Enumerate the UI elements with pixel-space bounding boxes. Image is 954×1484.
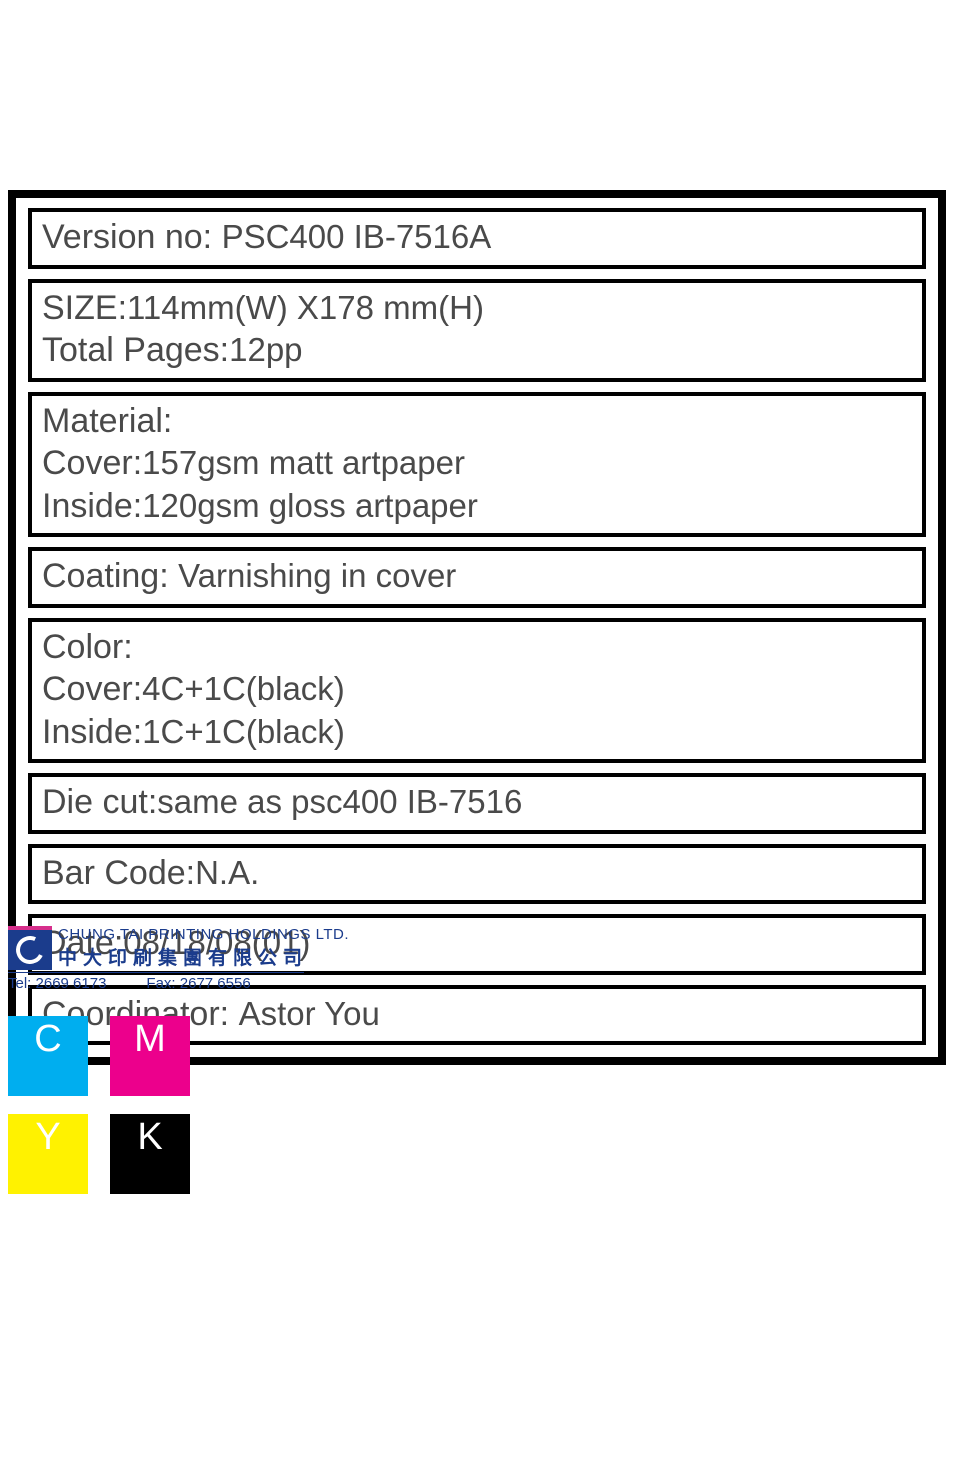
barcode-value: N.A. bbox=[195, 854, 259, 891]
swatch-black-letter: K bbox=[137, 1116, 162, 1159]
company-block: CHUNG TAI PRINTING HOLDINGS LTD. 中大印刷集團有… bbox=[8, 926, 349, 992]
coordinator-value: Astor You bbox=[239, 995, 380, 1032]
cmyk-swatch-grid: C M Y K bbox=[8, 1016, 190, 1194]
coating-label: Coating: bbox=[42, 557, 169, 595]
company-contacts: Tel: 2669 6173 Fax: 2677 6556 bbox=[8, 975, 349, 992]
version-value: PSC400 IB-7516A bbox=[222, 218, 492, 255]
color-cover-value: 4C+1C(black) bbox=[142, 670, 345, 707]
version-label: Version no: bbox=[42, 218, 212, 256]
swatch-cyan-letter: C bbox=[34, 1018, 61, 1061]
swatch-yellow-letter: Y bbox=[35, 1116, 60, 1159]
color-inside-value: 1C+1C(black) bbox=[142, 713, 345, 750]
row-version: Version no: PSC400 IB-7516A bbox=[28, 208, 926, 269]
row-color: Color: Cover:4C+1C(black) Inside:1C+1C(b… bbox=[28, 618, 926, 764]
pages-label: Total Pages: bbox=[42, 331, 229, 369]
pages-value: 12pp bbox=[229, 331, 302, 368]
barcode-label: Bar Code: bbox=[42, 854, 195, 892]
material-cover-value: 157gsm matt artpaper bbox=[142, 444, 465, 481]
swatch-cyan: C bbox=[8, 1016, 88, 1096]
size-label: SIZE: bbox=[42, 289, 127, 327]
material-inside-value: 120gsm gloss artpaper bbox=[142, 487, 478, 524]
color-cover-label: Cover: bbox=[42, 670, 142, 708]
row-coating: Coating: Varnishing in cover bbox=[28, 547, 926, 608]
size-value: 114mm(W) X178 mm(H) bbox=[127, 289, 484, 326]
row-diecut: Die cut:same as psc400 IB-7516 bbox=[28, 773, 926, 834]
color-label: Color: bbox=[42, 628, 133, 666]
company-divider bbox=[8, 972, 304, 973]
company-fax: Fax: 2677 6556 bbox=[146, 975, 250, 992]
logo-c-shape bbox=[12, 932, 48, 968]
company-text: CHUNG TAI PRINTING HOLDINGS LTD. 中大印刷集團有… bbox=[58, 926, 349, 970]
row-barcode: Bar Code:N.A. bbox=[28, 844, 926, 905]
diecut-value: same as psc400 IB-7516 bbox=[157, 783, 522, 820]
material-label: Material: bbox=[42, 402, 172, 440]
company-header: CHUNG TAI PRINTING HOLDINGS LTD. 中大印刷集團有… bbox=[8, 926, 349, 970]
company-name-en: CHUNG TAI PRINTING HOLDINGS LTD. bbox=[58, 926, 349, 943]
row-material: Material: Cover:157gsm matt artpaper Ins… bbox=[28, 392, 926, 538]
swatch-black: K bbox=[110, 1114, 190, 1194]
color-inside-label: Inside: bbox=[42, 713, 142, 751]
swatch-magenta-letter: M bbox=[134, 1018, 166, 1061]
material-inside-label: Inside: bbox=[42, 487, 142, 525]
company-tel: Tel: 2669 6173 bbox=[8, 975, 106, 992]
row-size: SIZE:114mm(W) X178 mm(H) Total Pages:12p… bbox=[28, 279, 926, 382]
material-cover-label: Cover: bbox=[42, 444, 142, 482]
diecut-label: Die cut: bbox=[42, 783, 157, 821]
swatch-yellow: Y bbox=[8, 1114, 88, 1194]
company-name-cn: 中大印刷集團有限公司 bbox=[58, 943, 349, 970]
coating-value: Varnishing in cover bbox=[178, 557, 456, 594]
company-logo-icon bbox=[8, 926, 52, 970]
swatch-magenta: M bbox=[110, 1016, 190, 1096]
